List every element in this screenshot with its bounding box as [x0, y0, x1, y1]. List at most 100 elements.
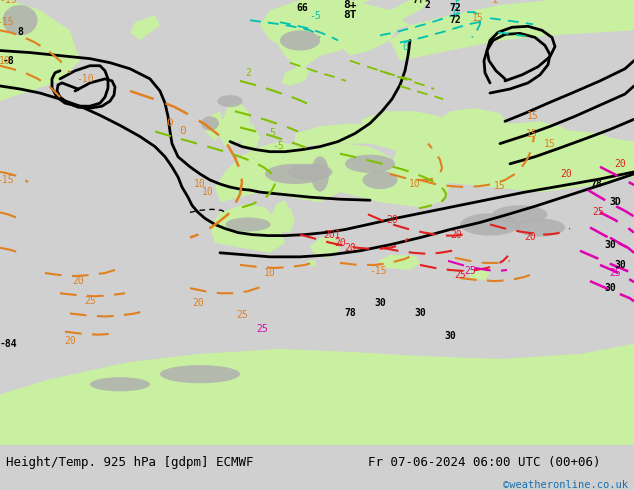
Polygon shape — [270, 10, 310, 61]
Text: 30: 30 — [374, 298, 386, 308]
Polygon shape — [0, 0, 30, 61]
Polygon shape — [590, 137, 634, 182]
Text: 10: 10 — [202, 187, 214, 197]
Text: -15: -15 — [369, 266, 387, 276]
Polygon shape — [340, 20, 400, 56]
Text: 25: 25 — [454, 270, 466, 280]
Text: 20: 20 — [344, 243, 356, 253]
Text: 78: 78 — [344, 309, 356, 318]
Ellipse shape — [265, 164, 325, 184]
Polygon shape — [380, 167, 450, 207]
Text: 20: 20 — [192, 298, 204, 308]
Text: 2: 2 — [245, 68, 251, 78]
Ellipse shape — [287, 164, 332, 180]
Text: 20: 20 — [386, 216, 398, 225]
Text: 78: 78 — [590, 179, 602, 189]
Polygon shape — [205, 111, 225, 142]
Polygon shape — [378, 255, 420, 270]
Polygon shape — [0, 0, 80, 101]
Polygon shape — [220, 101, 250, 147]
Ellipse shape — [217, 95, 242, 107]
Text: 25: 25 — [464, 266, 476, 276]
Polygon shape — [290, 144, 395, 177]
Text: 0: 0 — [167, 119, 173, 128]
Text: -5: -5 — [309, 11, 321, 21]
Text: 20: 20 — [614, 159, 626, 169]
Ellipse shape — [515, 219, 565, 237]
Polygon shape — [308, 260, 316, 267]
Text: 25: 25 — [84, 296, 96, 306]
Polygon shape — [295, 123, 430, 162]
Polygon shape — [310, 238, 340, 258]
Polygon shape — [360, 111, 450, 142]
Polygon shape — [0, 0, 25, 61]
Text: 10: 10 — [0, 56, 11, 66]
Text: 8T: 8T — [343, 10, 357, 20]
Text: 10: 10 — [194, 179, 206, 189]
Text: 20: 20 — [334, 238, 346, 247]
Text: 30: 30 — [604, 240, 616, 250]
Polygon shape — [290, 20, 360, 71]
Ellipse shape — [345, 155, 395, 173]
Polygon shape — [460, 123, 634, 192]
Text: 25: 25 — [256, 323, 268, 334]
Polygon shape — [430, 122, 590, 187]
Text: -5: -5 — [272, 141, 284, 150]
Text: -5: -5 — [449, 0, 461, 10]
Polygon shape — [322, 142, 345, 172]
Text: 10: 10 — [264, 268, 276, 278]
Text: 30: 30 — [604, 283, 616, 293]
Polygon shape — [210, 204, 285, 253]
Polygon shape — [260, 0, 410, 50]
Text: 7↑: 7↑ — [412, 0, 424, 5]
Ellipse shape — [226, 218, 271, 232]
Text: 20: 20 — [560, 169, 572, 179]
Text: 72: 72 — [449, 15, 461, 25]
Polygon shape — [215, 142, 350, 202]
Text: 20: 20 — [524, 232, 536, 242]
Ellipse shape — [460, 213, 520, 236]
Text: 8: 8 — [17, 27, 23, 37]
Text: 30: 30 — [414, 309, 426, 318]
Text: 20I: 20I — [323, 230, 341, 240]
Text: 10: 10 — [409, 179, 421, 189]
Ellipse shape — [201, 116, 219, 130]
Ellipse shape — [311, 156, 329, 192]
Text: 25: 25 — [592, 207, 604, 218]
Text: -84: -84 — [0, 339, 17, 349]
Text: 20: 20 — [72, 276, 84, 286]
Ellipse shape — [90, 377, 150, 392]
Polygon shape — [390, 0, 634, 61]
Polygon shape — [295, 0, 340, 41]
Text: 15: 15 — [544, 139, 556, 148]
Polygon shape — [468, 268, 490, 280]
Text: 15: 15 — [527, 111, 539, 122]
Polygon shape — [430, 108, 510, 147]
Text: -8: -8 — [2, 56, 14, 66]
Text: 30: 30 — [614, 260, 626, 270]
Polygon shape — [0, 354, 634, 445]
Polygon shape — [130, 15, 160, 41]
Ellipse shape — [3, 5, 37, 35]
Polygon shape — [393, 126, 520, 182]
Polygon shape — [330, 0, 370, 25]
Ellipse shape — [363, 171, 398, 189]
Ellipse shape — [493, 205, 548, 223]
Text: -10: -10 — [76, 74, 94, 84]
Text: 15: 15 — [526, 129, 538, 140]
Polygon shape — [338, 162, 410, 202]
Text: 2: 2 — [424, 0, 430, 10]
Ellipse shape — [280, 30, 320, 50]
Text: 0: 0 — [402, 42, 408, 51]
Text: -15: -15 — [0, 175, 14, 185]
Text: 72: 72 — [449, 3, 461, 13]
Text: 20: 20 — [64, 336, 76, 346]
Polygon shape — [0, 0, 40, 101]
Polygon shape — [272, 200, 290, 220]
Text: 30: 30 — [444, 331, 456, 341]
Text: -15: -15 — [0, 17, 14, 27]
Text: Height/Temp. 925 hPa [gdpm] ECMWF: Height/Temp. 925 hPa [gdpm] ECMWF — [6, 457, 254, 469]
Text: 0: 0 — [179, 126, 186, 136]
Polygon shape — [272, 207, 295, 233]
Polygon shape — [300, 147, 340, 197]
